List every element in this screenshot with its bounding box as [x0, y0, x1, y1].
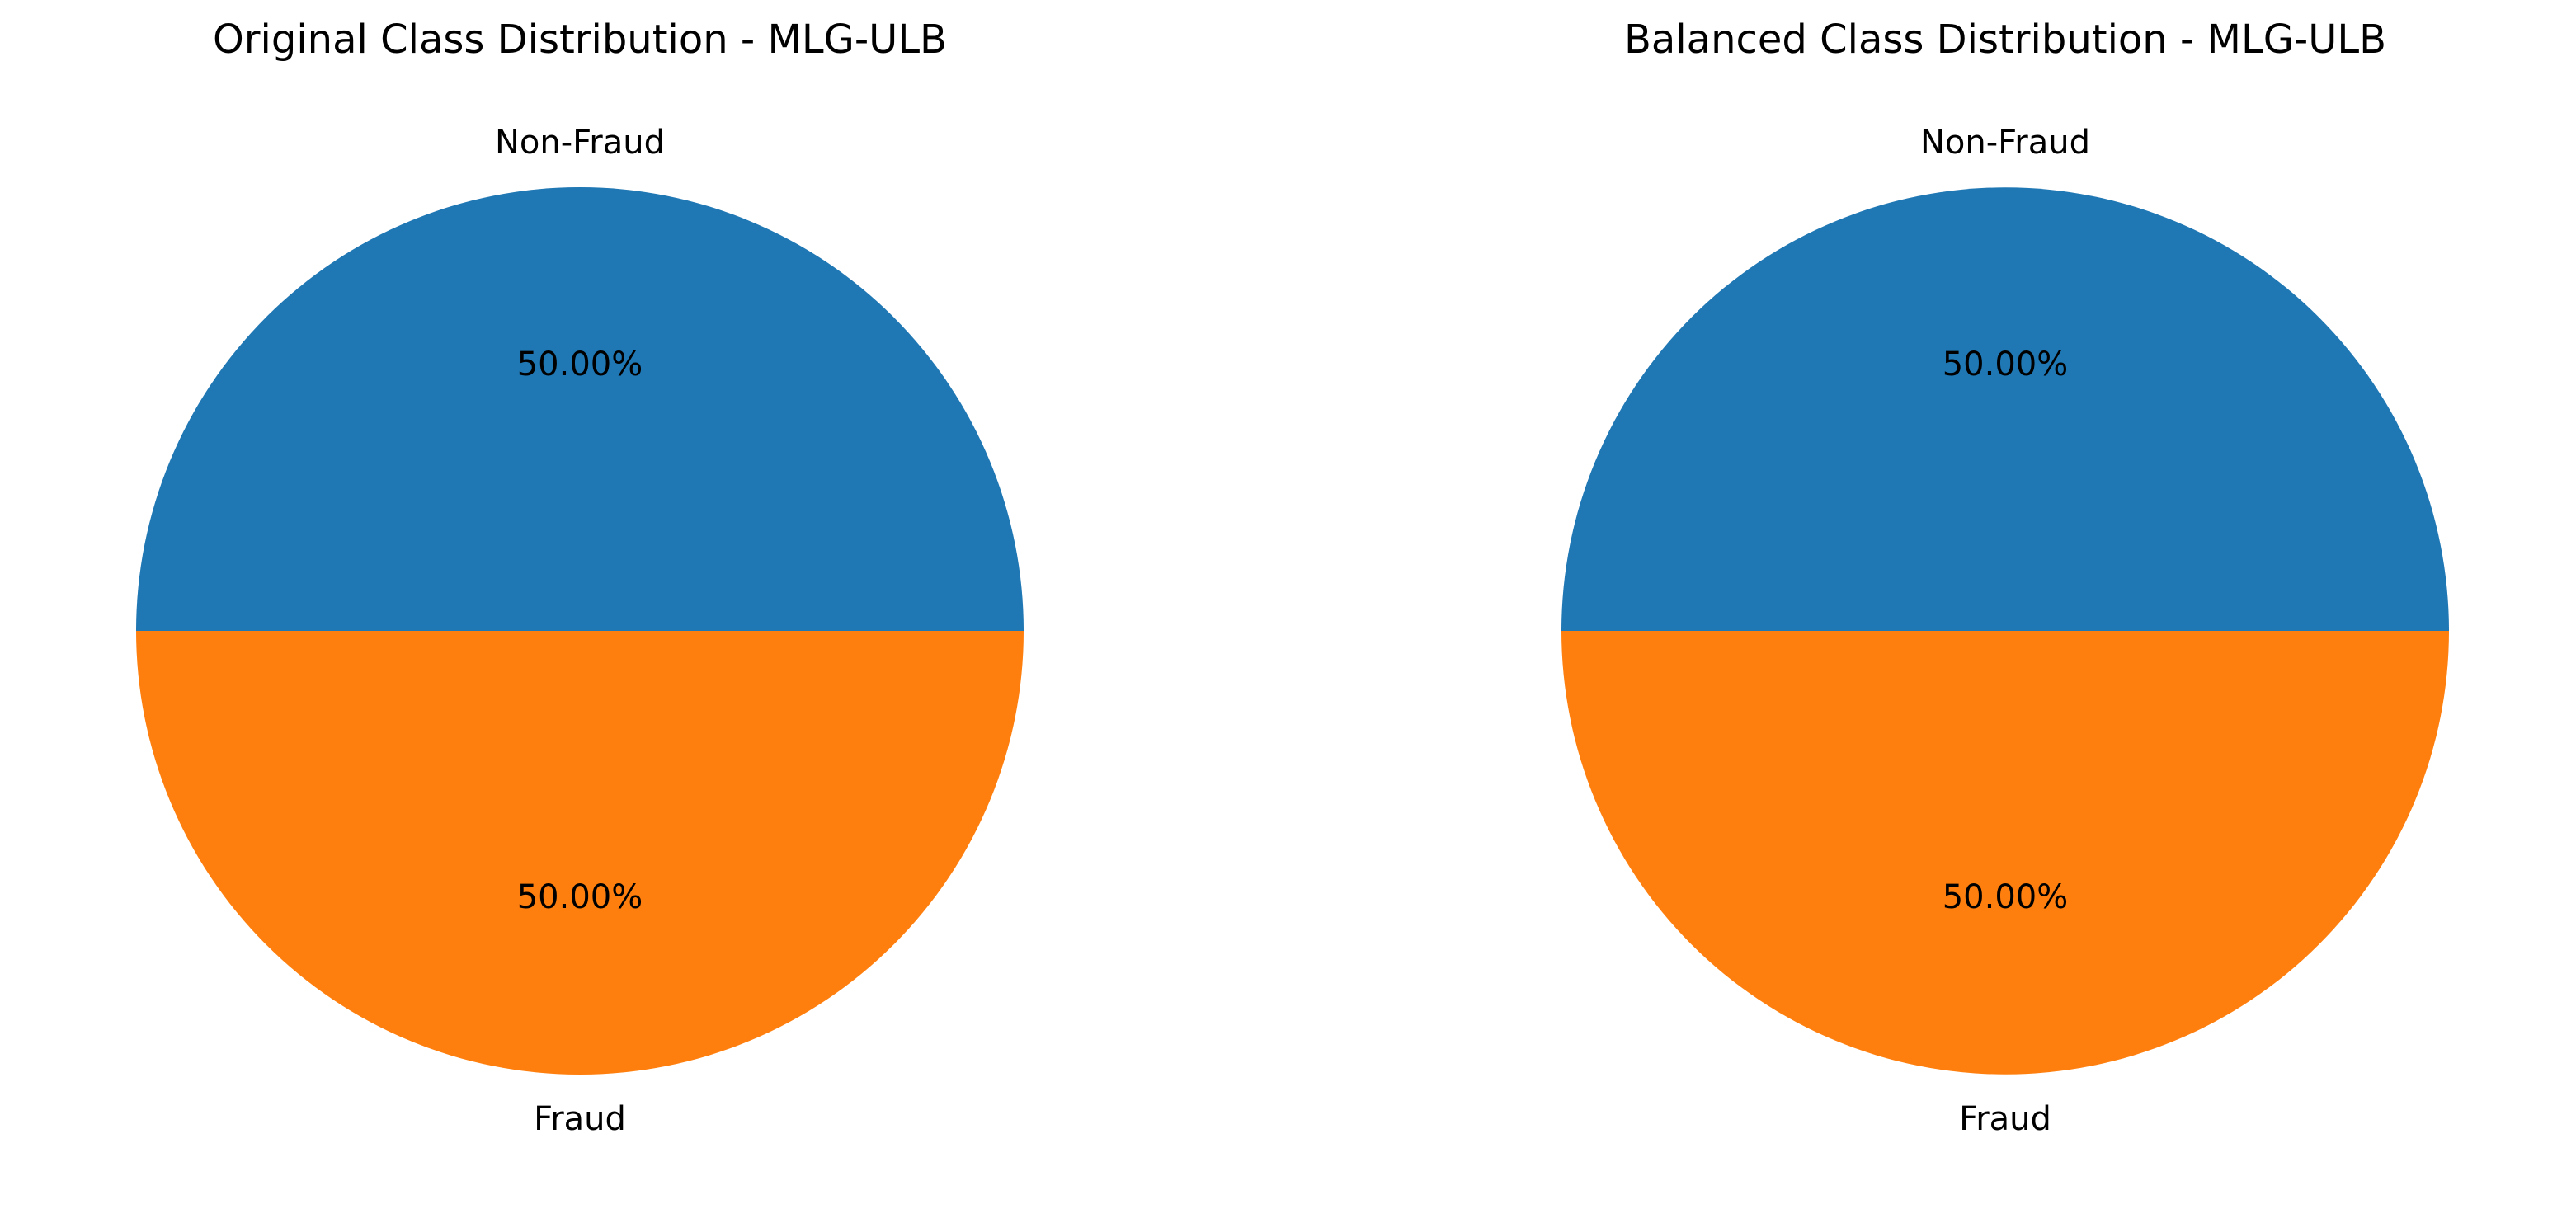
slice-percent-fraud: 50.00%	[1943, 878, 2069, 916]
pie-slice-non-fraud	[136, 187, 1024, 631]
slice-percent-fraud: 50.00%	[517, 878, 643, 916]
pie-chart-original: Original Class Distribution - MLG-ULB No…	[136, 16, 1024, 1138]
slice-label-fraud: Fraud	[534, 1100, 626, 1138]
pie-slices: Non-Fraud 50.00% Fraud 50.00%	[136, 124, 1024, 1138]
slice-label-non-fraud: Non-Fraud	[495, 124, 665, 162]
pie-chart-balanced: Balanced Class Distribution - MLG-ULB No…	[1561, 16, 2449, 1138]
slice-label-fraud: Fraud	[1959, 1100, 2051, 1138]
pie-slice-non-fraud	[1561, 187, 2449, 631]
slice-percent-non-fraud: 50.00%	[1943, 346, 2069, 383]
pie-slice-fraud	[1561, 631, 2449, 1075]
pie-slices: Non-Fraud 50.00% Fraud 50.00%	[1561, 124, 2449, 1138]
chart-title: Original Class Distribution - MLG-ULB	[213, 16, 947, 63]
slice-percent-non-fraud: 50.00%	[517, 346, 643, 383]
chart-title: Balanced Class Distribution - MLG-ULB	[1624, 16, 2386, 63]
slice-label-non-fraud: Non-Fraud	[1920, 124, 2090, 162]
pie-slice-fraud	[136, 631, 1024, 1075]
